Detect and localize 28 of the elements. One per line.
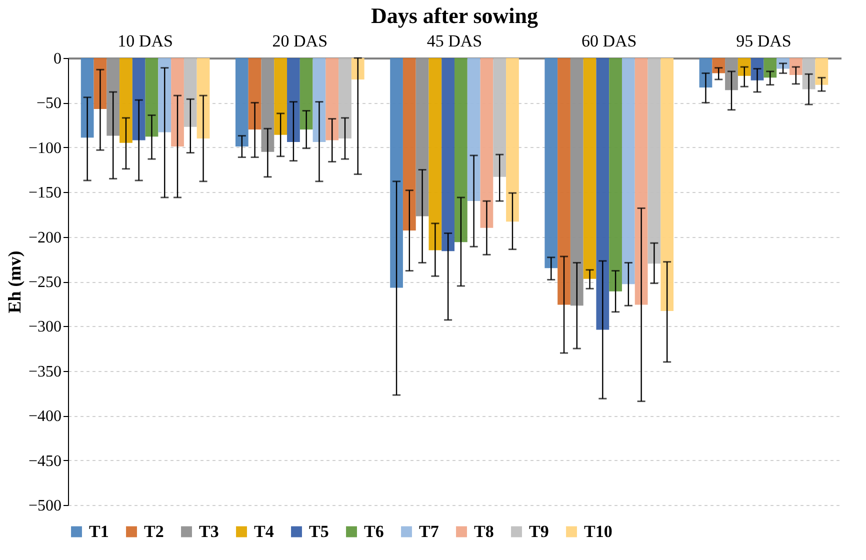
y-tick-label: −400 <box>28 408 62 426</box>
y-tick-label: 0 <box>54 50 62 68</box>
y-tick-label: −150 <box>28 184 62 202</box>
legend-label: T1 <box>89 522 109 541</box>
legend-label: T4 <box>254 522 274 541</box>
x-tick-label: 20 DAS <box>272 32 328 50</box>
x-tick-label: 60 DAS <box>581 32 637 50</box>
y-tick-label: −300 <box>28 318 62 336</box>
y-axis-title: Eh (mv) <box>4 250 24 314</box>
legend-label: T5 <box>309 522 329 541</box>
legend-label: T10 <box>584 522 612 541</box>
chart-title: Days after sowing <box>370 3 538 28</box>
legend-label: T3 <box>199 522 219 541</box>
legend-label: T2 <box>144 522 164 541</box>
y-tick-label: −250 <box>28 274 62 291</box>
x-tick-label: 95 DAS <box>736 32 792 50</box>
y-tick-label: −50 <box>36 95 62 112</box>
x-tick-label: 45 DAS <box>426 32 482 50</box>
y-tick-label: −200 <box>28 229 62 246</box>
legend-label: T7 <box>419 522 440 541</box>
y-tick-label: −350 <box>28 363 62 380</box>
legend-label: T8 <box>474 522 494 541</box>
legend-label: T6 <box>364 522 384 541</box>
y-tick-label: −500 <box>28 498 62 514</box>
x-tick-label: 10 DAS <box>118 32 173 50</box>
y-tick-label: −450 <box>28 452 62 470</box>
legend-label: T9 <box>529 522 549 541</box>
y-tick-label: −100 <box>28 140 62 157</box>
